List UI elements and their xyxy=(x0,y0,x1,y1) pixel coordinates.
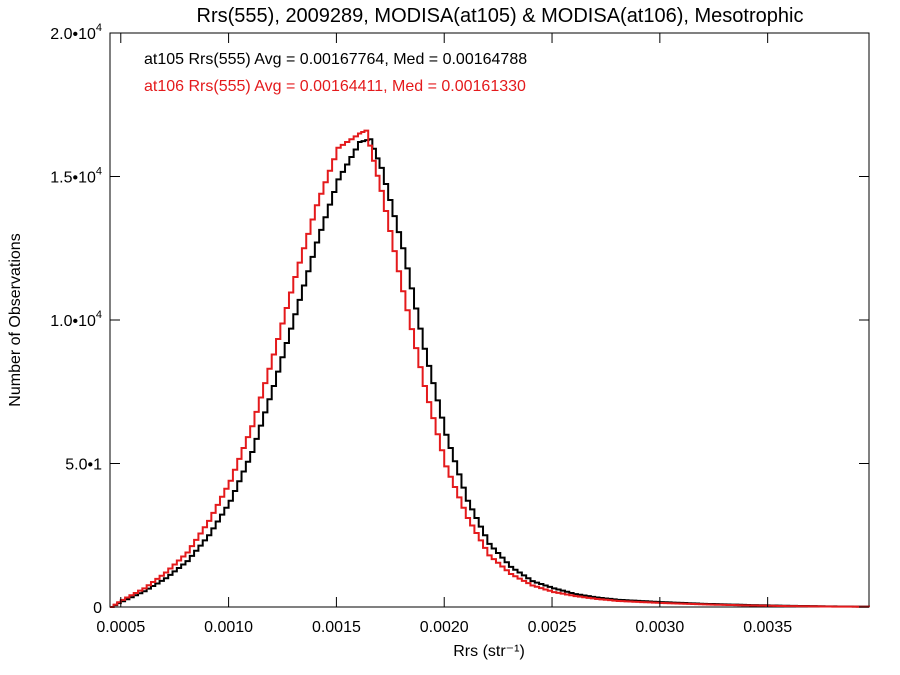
stats-annotation: at106 Rrs(555) Avg = 0.00164411, Med = 0… xyxy=(144,78,526,95)
y-axis: 0 5.0•1 1.0•104 1.5•104 2.0•104 xyxy=(50,22,869,617)
series-line-0 xyxy=(110,138,870,608)
x-axis-label: Rrs (str⁻¹) xyxy=(453,643,525,660)
y-tick-label: 1.0•104 xyxy=(50,309,102,330)
x-tick-label: 0.0020 xyxy=(420,619,469,636)
x-tick-label: 0.0005 xyxy=(96,619,145,636)
x-tick-label: 0.0035 xyxy=(743,619,792,636)
x-tick-label: 0.0030 xyxy=(635,619,684,636)
y-tick-label: 0 xyxy=(93,600,102,617)
x-tick-label: 0.0025 xyxy=(528,619,577,636)
y-tick-label: 2.0•104 xyxy=(50,22,102,43)
y-axis-label: Number of Observations xyxy=(7,233,24,406)
series-line-1 xyxy=(110,129,870,608)
plot-frame xyxy=(109,32,870,608)
stats-annotation: at105 Rrs(555) Avg = 0.00167764, Med = 0… xyxy=(144,51,527,68)
y-tick-label: 1.5•104 xyxy=(50,166,102,187)
series-layer xyxy=(110,129,870,608)
x-axis: 0.0005 0.0010 0.0015 0.0020 0.0025 0.0030 0.00… xyxy=(96,33,792,636)
x-tick-label: 0.0010 xyxy=(204,619,253,636)
x-tick-label: 0.0015 xyxy=(312,619,361,636)
annotations: at105 Rrs(555) Avg = 0.00167764, Med = 0… xyxy=(144,51,527,95)
chart-title: Rrs(555), 2009289, MODISA(at105) & MODIS… xyxy=(197,5,804,27)
y-tick-label: 5.0•1 xyxy=(65,457,102,474)
